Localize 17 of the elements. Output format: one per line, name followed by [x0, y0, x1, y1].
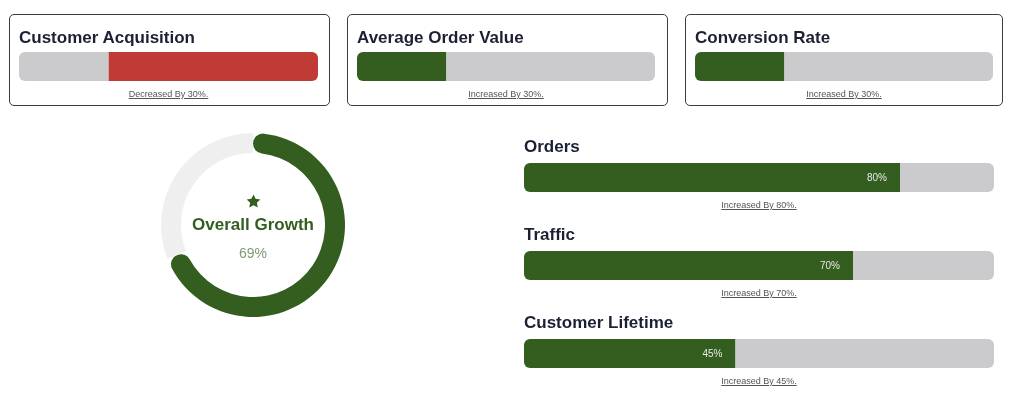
chart-title: Conversion Rate — [695, 28, 831, 47]
chart-title: Orders — [524, 137, 580, 156]
data-label: 80% — [866, 172, 888, 183]
data-label: 70% — [819, 260, 841, 271]
text: Increased By 45%. — [720, 375, 798, 387]
chart-title: Average Order Value — [357, 28, 524, 47]
chart-title: Customer Lifetime — [524, 313, 674, 332]
text: Overall Growth — [192, 215, 314, 234]
data-label: 45% — [702, 348, 723, 359]
text: Decreased By 30%. — [127, 88, 210, 100]
text: Increased By 70%. — [720, 287, 798, 299]
chart-title: Traffic — [524, 225, 576, 244]
chart-title: Customer Acquisition — [19, 28, 195, 47]
text: Increased By 80%. — [720, 199, 798, 211]
text: Increased By 30%. — [805, 88, 883, 100]
text: Increased By 30%. — [467, 88, 545, 100]
data-label: 69% — [238, 245, 268, 261]
